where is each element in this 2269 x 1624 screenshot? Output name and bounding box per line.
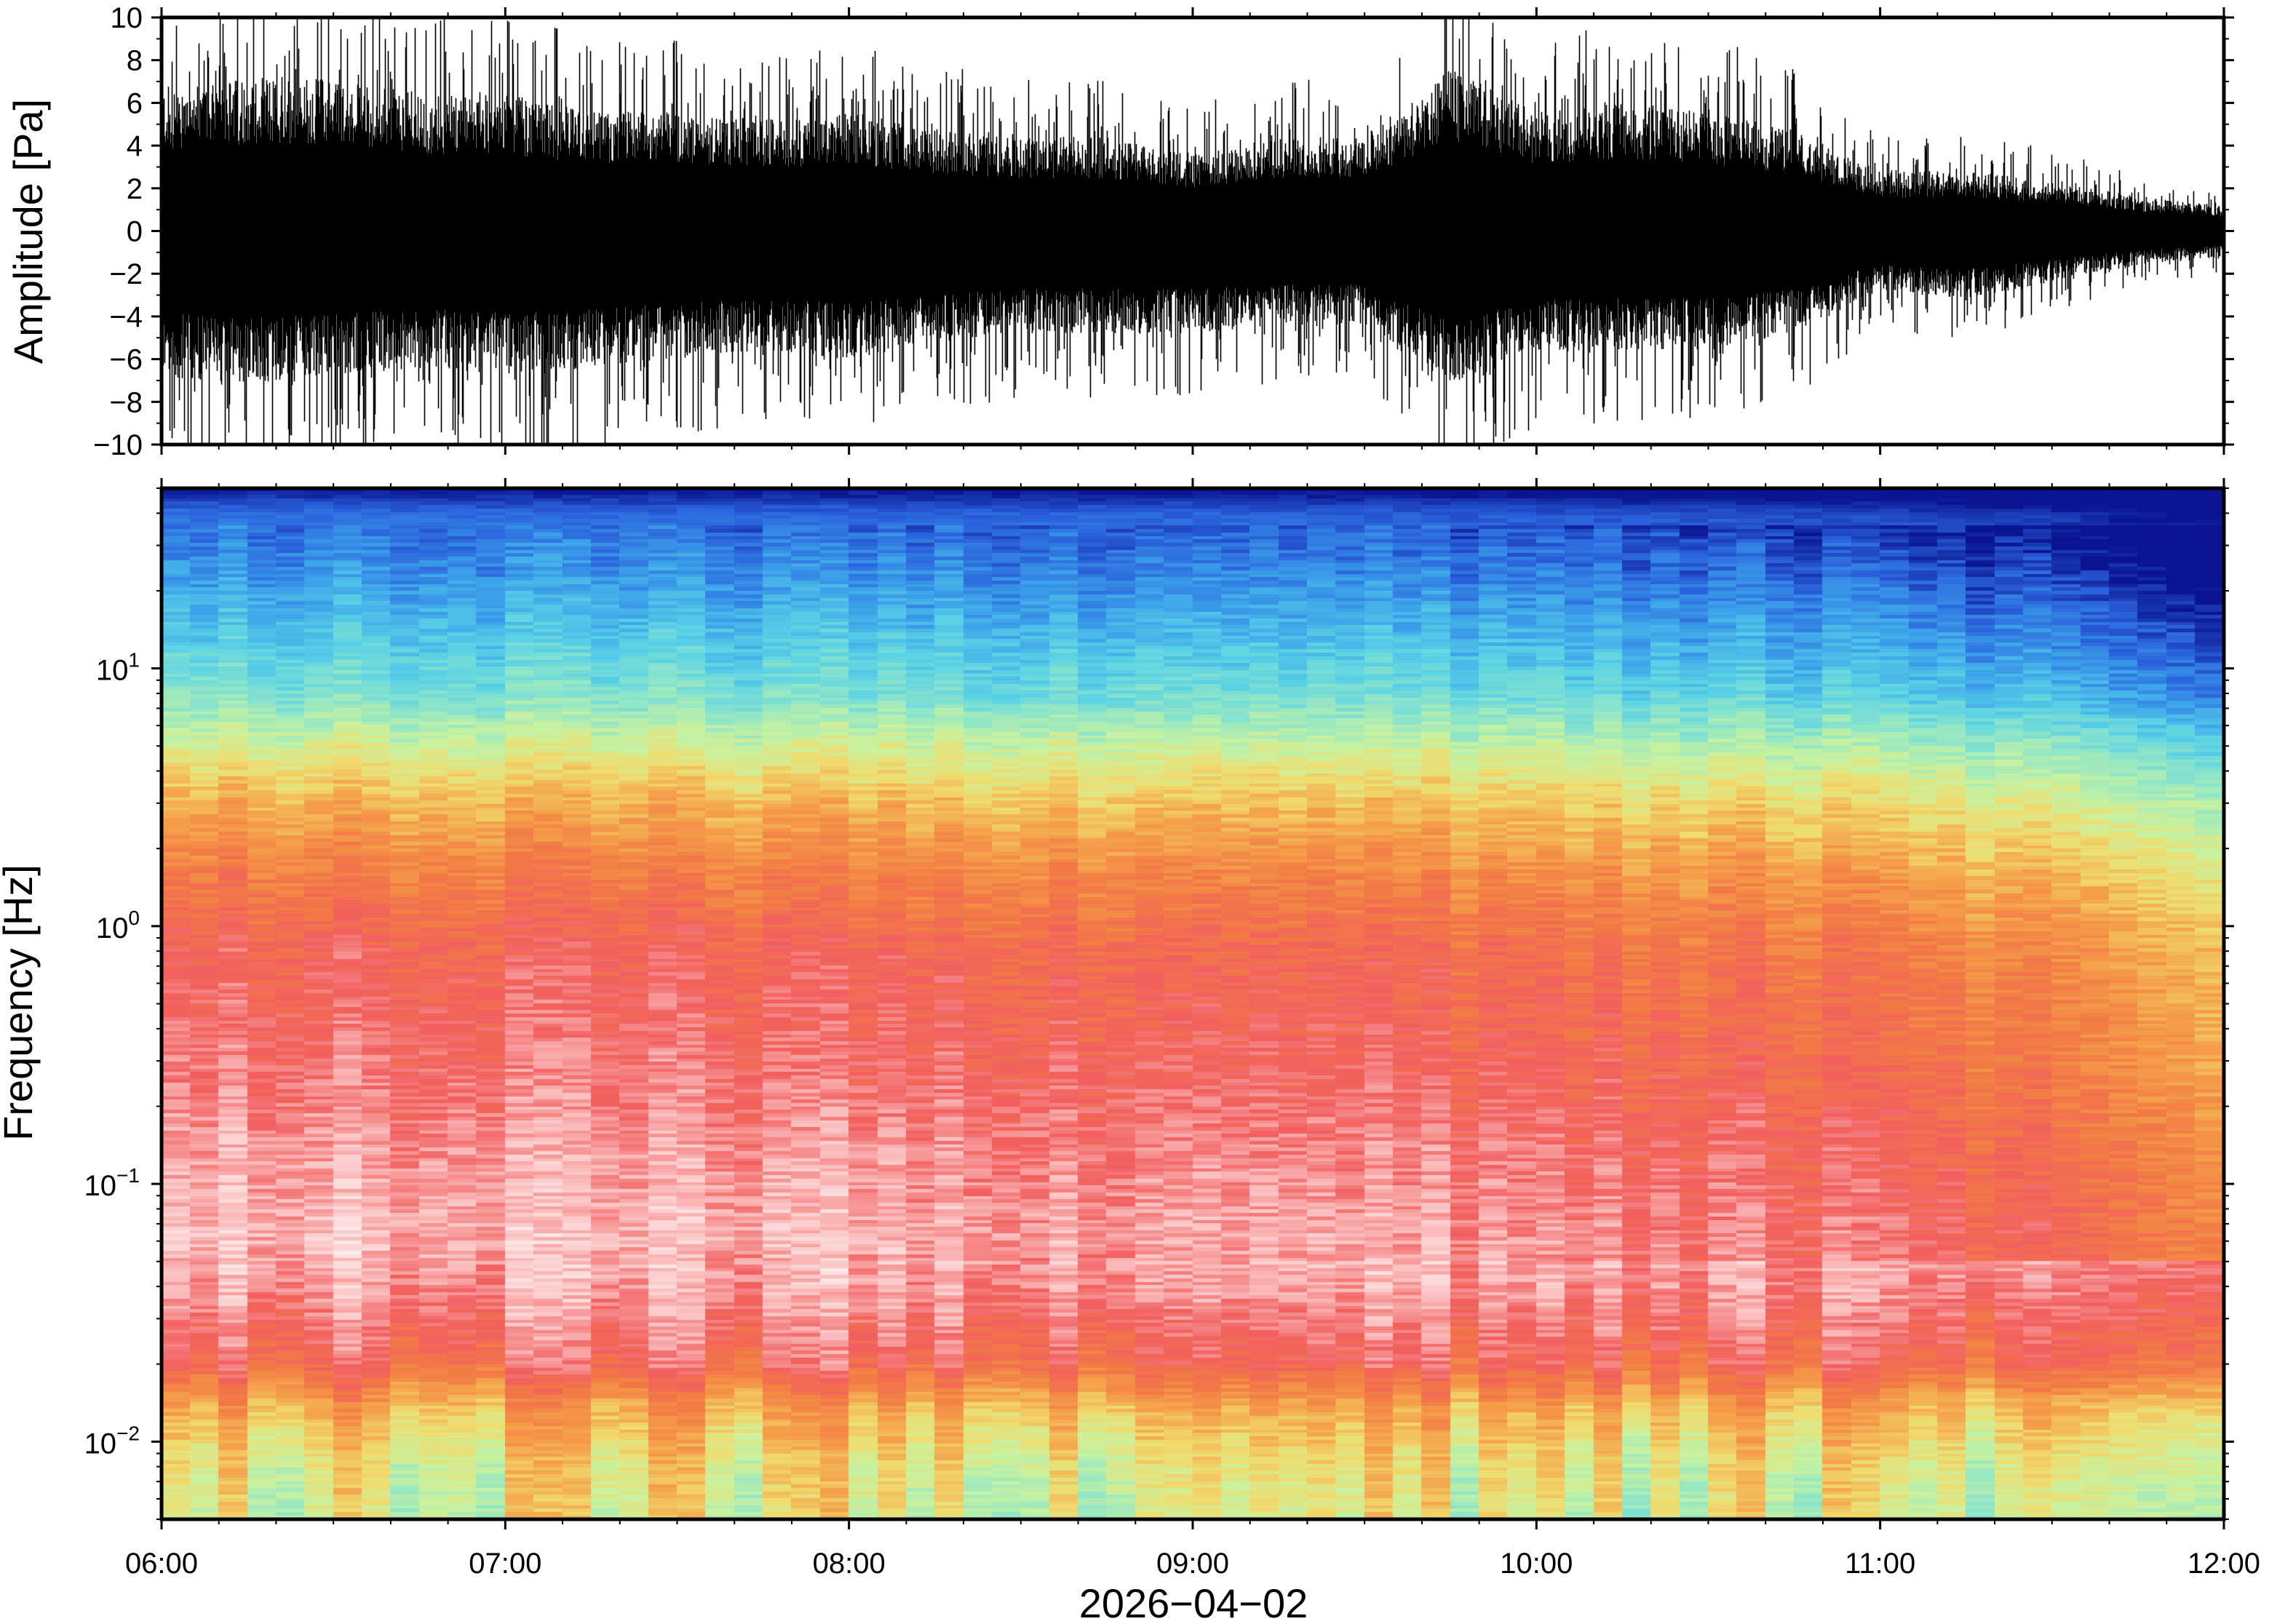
x-tick-label: 06:00 — [125, 1548, 198, 1580]
x-tick-label: 07:00 — [469, 1548, 541, 1580]
spectrogram-y-axis-label: Frequency [Hz] — [0, 864, 41, 1141]
waveform-y-tick-label: 4 — [127, 130, 143, 162]
spectrogram-x-axis: 06:00 07:00 08:00 09:00 10:00 11:00 12:00 — [125, 478, 2260, 1580]
x-tick-label: 10:00 — [1500, 1548, 1573, 1580]
spectrogram-y-tick-label: 100 — [96, 907, 140, 944]
waveform-panel: 10 8 6 4 2 0 −2 −4 −6 −8 −10 Amplitude [Pa] — [5, 2, 2234, 461]
waveform-y-axis-label: Amplitude [Pa] — [5, 99, 51, 364]
spectrogram-panel: 101 100 10−1 10−2 06:00 07:00 08:00 09:00 10:00… — [0, 478, 2260, 1624]
waveform-y-tick-label: 10 — [111, 2, 143, 34]
waveform-y-tick-label: −6 — [109, 344, 143, 376]
x-tick-label: 12:00 — [2187, 1548, 2260, 1580]
waveform-y-tick-label: −2 — [109, 258, 143, 290]
spectrogram-y-tick-label: 10−2 — [84, 1422, 140, 1460]
spectrogram-y-tick-label: 101 — [96, 649, 140, 687]
spectrogram-y-tick-label: 10−1 — [84, 1164, 140, 1202]
spectrogram-image — [162, 488, 2224, 1519]
x-tick-label: 11:00 — [1845, 1548, 1915, 1580]
waveform-core-fill — [162, 146, 2224, 317]
waveform-trace — [161, 17, 2225, 445]
waveform-y-tick-label: 2 — [127, 173, 143, 205]
waveform-y-tick-label: 0 — [127, 216, 143, 248]
waveform-y-tick-label: −10 — [93, 429, 143, 461]
x-tick-label: 09:00 — [1156, 1548, 1229, 1580]
waveform-x-ticks — [160, 7, 2225, 455]
waveform-y-tick-label: 6 — [127, 87, 143, 119]
spectrogram-y-axis: 101 100 10−1 10−2 — [84, 487, 2234, 1520]
spectrogram-heatmap-image — [162, 488, 2224, 1519]
waveform-y-tick-label: −4 — [109, 301, 143, 333]
waveform-y-tick-label: −8 — [109, 386, 143, 418]
waveform-y-axis: 10 8 6 4 2 0 −2 −4 −6 −8 −10 — [93, 2, 2234, 461]
x-axis-date-label: 2026−04−02 — [1079, 1580, 1308, 1624]
waveform-y-tick-label: 8 — [127, 45, 143, 77]
x-tick-label: 08:00 — [813, 1548, 886, 1580]
